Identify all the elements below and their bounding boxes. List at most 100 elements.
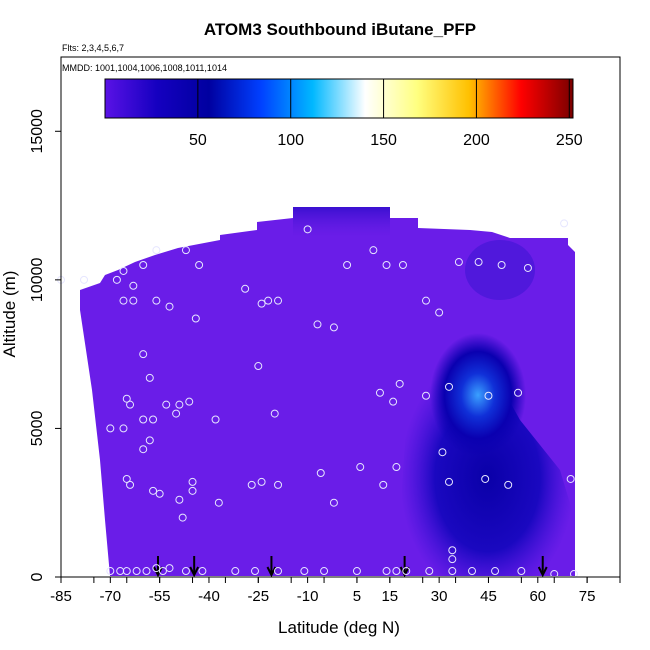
sample-point bbox=[80, 275, 89, 284]
sample-point bbox=[139, 261, 148, 269]
sample-point bbox=[504, 480, 513, 489]
plot-frame bbox=[60, 56, 621, 578]
x-tick-label: 75 bbox=[579, 588, 596, 605]
sample-point bbox=[181, 246, 190, 255]
x-tick-label: 15 bbox=[381, 588, 398, 605]
y-tick-label: 5000 bbox=[29, 411, 46, 447]
sample-point bbox=[158, 567, 167, 576]
colorbar-ramp bbox=[104, 78, 574, 119]
sample-point bbox=[421, 391, 430, 400]
sample-point bbox=[106, 567, 115, 576]
sample-point bbox=[126, 400, 135, 409]
sample-point bbox=[152, 246, 161, 255]
sample-point bbox=[356, 463, 365, 472]
sample-point bbox=[481, 474, 490, 483]
sample-point bbox=[274, 296, 283, 305]
sample-point bbox=[175, 400, 184, 409]
y-axis-title: Altitude (m) bbox=[0, 271, 19, 358]
sample-point bbox=[122, 567, 131, 576]
sample-point bbox=[352, 567, 361, 576]
sample-point bbox=[382, 261, 391, 269]
sample-point bbox=[329, 323, 338, 332]
sample-point bbox=[155, 489, 164, 498]
sample-point bbox=[165, 564, 174, 573]
x-tick-label: -10 bbox=[297, 588, 319, 605]
x-tick-label: -25 bbox=[247, 588, 269, 605]
y-tick-label: 0 bbox=[29, 572, 46, 581]
sample-point bbox=[149, 486, 158, 495]
sample-point bbox=[257, 299, 266, 308]
flight-arrow bbox=[537, 556, 548, 578]
sample-point bbox=[382, 567, 391, 576]
sample-point bbox=[149, 415, 158, 424]
sample-point bbox=[145, 373, 154, 382]
sample-point bbox=[438, 448, 447, 457]
sample-point bbox=[392, 463, 401, 472]
heatmap-field bbox=[80, 207, 575, 576]
tropical-core bbox=[430, 333, 526, 457]
sample-point bbox=[270, 409, 279, 418]
sample-point bbox=[142, 567, 151, 576]
sample-point bbox=[523, 263, 532, 272]
sample-point bbox=[379, 480, 388, 489]
sample-point bbox=[497, 261, 506, 269]
sample-point bbox=[178, 513, 187, 522]
x-tick-label: -85 bbox=[50, 588, 72, 605]
flight-arrow bbox=[189, 556, 200, 578]
sample-point bbox=[254, 362, 263, 371]
sample-point bbox=[119, 266, 128, 275]
sample-point bbox=[152, 296, 161, 305]
upper-north-patch bbox=[465, 240, 535, 300]
sample-point bbox=[435, 308, 444, 317]
sample-point bbox=[188, 477, 197, 486]
sample-point bbox=[402, 567, 411, 576]
sample-point bbox=[172, 409, 181, 418]
sample-point bbox=[425, 567, 434, 576]
sample-point bbox=[445, 477, 454, 486]
sample-point bbox=[122, 474, 131, 483]
sample-point bbox=[165, 302, 174, 311]
sample-point bbox=[389, 397, 398, 406]
sample-point bbox=[300, 567, 309, 576]
sample-point bbox=[448, 555, 457, 564]
x-tick-label: 5 bbox=[353, 588, 361, 605]
sample-point bbox=[454, 258, 463, 267]
sample-point bbox=[175, 495, 184, 504]
sample-point bbox=[445, 382, 454, 391]
sample-point bbox=[316, 469, 325, 477]
sample-point bbox=[474, 258, 483, 267]
sample-point bbox=[162, 400, 171, 409]
y-tick-label: 15000 bbox=[29, 109, 46, 154]
sample-point bbox=[139, 415, 148, 424]
sample-point bbox=[139, 350, 148, 359]
sample-point bbox=[129, 281, 138, 290]
sample-point bbox=[392, 567, 401, 576]
flight-arrow bbox=[266, 556, 277, 578]
sample-point bbox=[421, 296, 430, 305]
flights-note: Flts: 2,3,4,5,6,7 bbox=[62, 43, 124, 53]
sample-point bbox=[132, 567, 141, 576]
sample-point bbox=[560, 219, 569, 228]
sample-point bbox=[448, 567, 457, 576]
sample-point bbox=[211, 415, 220, 424]
sample-point bbox=[569, 570, 578, 579]
sample-point bbox=[468, 567, 477, 576]
x-tick-label: 30 bbox=[431, 588, 448, 605]
sample-point bbox=[251, 567, 260, 576]
colorbar-tick-label: 100 bbox=[277, 132, 304, 149]
x-tick-label: -55 bbox=[149, 588, 171, 605]
sample-point bbox=[139, 445, 148, 454]
sample-point bbox=[129, 296, 138, 305]
sample-point bbox=[214, 498, 223, 507]
x-tick-label: 45 bbox=[480, 588, 497, 605]
upper-band bbox=[293, 207, 390, 237]
sample-point bbox=[181, 567, 190, 576]
x-axis: -85 -70 -55 -40 -25 -10 5 15 30 45 60 75 bbox=[50, 577, 621, 605]
sample-point bbox=[395, 379, 404, 388]
sample-point bbox=[257, 477, 266, 486]
sample-point bbox=[106, 424, 115, 433]
sample-point bbox=[241, 284, 250, 293]
sample-point bbox=[343, 261, 352, 269]
x-axis-title: Latitude (deg N) bbox=[278, 618, 400, 637]
